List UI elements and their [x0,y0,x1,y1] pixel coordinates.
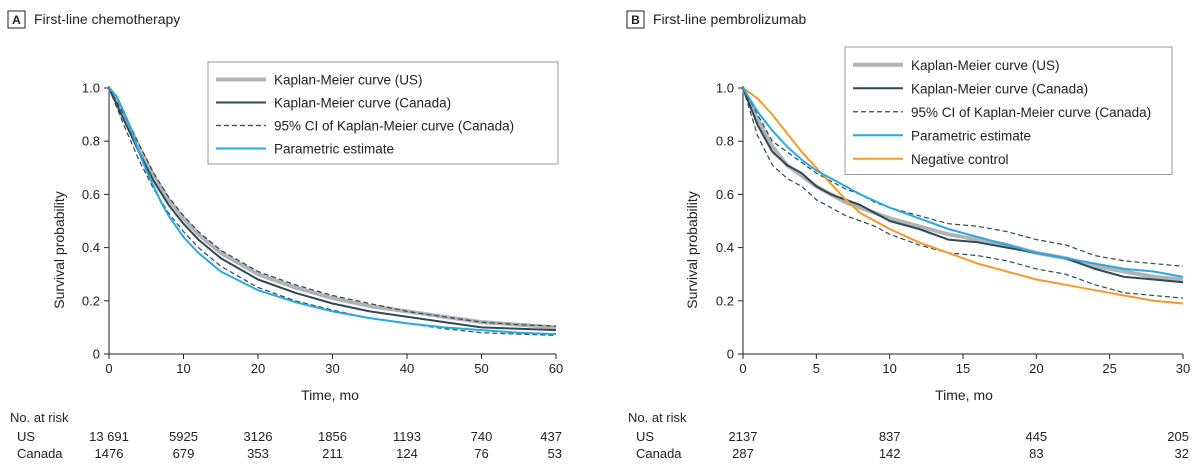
panel-a-risk-value: 740 [471,429,493,444]
panel-a-series-parametric-line [108,87,557,336]
panel-a-risk-header: No. at risk [10,410,69,425]
panel-b-legend: Kaplan-Meier curve (US) Kaplan-Meier curv… [844,46,1173,175]
panel-a-risk-value: 679 [173,446,195,461]
panel-b-legend-box [844,46,1173,175]
panel-b-ylabel: Survival probability [684,191,700,309]
panel-b-risk-row-label: US [636,429,654,444]
panel-b-xlabel: Time, mo [935,387,993,403]
panel-a-risk-value: 13 691 [89,429,129,444]
panel-a-risk-value: 124 [396,446,418,461]
panel-a-risk-value: 1856 [318,429,347,444]
panel-a-legend-label: Kaplan-Meier curve (US) [274,73,423,88]
panel-a-legend-label: Parametric estimate [274,142,394,157]
panel-b-ytick-label: 0 [727,347,734,362]
panel-a: A First-line chemotherapy Survival proba… [7,10,563,461]
panel-a-series-us-line [107,87,557,330]
panel-a-legend: Kaplan-Meier curve (US) Kaplan-Meier curv… [207,61,559,165]
panel-a-xtick-label: 40 [400,361,414,376]
panel-b-legend-label: Negative control [911,152,1009,167]
panel-a-risk-value: 1476 [95,446,124,461]
panel-b-ytick-label: 0.6 [716,187,734,202]
panel-a-legend-box [207,61,559,165]
panel-b-xtick-label: 15 [956,361,970,376]
panel-b-legend-label: Parametric estimate [911,128,1031,143]
panel-b-risk-row-label: Canada [636,446,682,461]
panel-b-ytick-label: 0.2 [716,293,734,308]
panel-b-plot: 0 0.2 0.4 0.6 0.8 1.0 0 5 10 15 20 25 30 [716,81,1190,377]
panel-b-xtick-label: 25 [1102,361,1116,376]
panel-a-ytick-label: 0 [93,347,100,362]
panel-a-xtick-label: 0 [105,361,112,376]
panel-a-ytick-label: 0.8 [82,134,100,149]
panel-b-series-parametric-line [742,87,1184,278]
panel-a-risk-value: 1193 [393,429,421,444]
panel-a-ytick-label: 1.0 [82,81,100,96]
panel-a-title: First-line chemotherapy [34,11,180,27]
panel-a-xtick-label: 50 [474,361,488,376]
panel-b-risk-value: 205 [1167,429,1189,444]
panel-a-risk-table: US 13 691 5925 3126 1856 1193 740 437 Canada 1476… [17,429,562,461]
panel-a-risk-value: 437 [540,429,562,444]
panel-a-xtick-label: 60 [549,361,563,376]
panel-b-series-negative-line [742,87,1184,305]
panel-b-ytick-label: 1.0 [716,81,734,96]
panel-a-legend-label: Kaplan-Meier curve (Canada) [274,96,451,111]
panel-a-series-ci-line [108,87,557,327]
panel-a-legend-label: 95% CI of Kaplan-Meier curve (Canada) [274,119,514,134]
panel-b-ytick-label: 0.8 [716,134,734,149]
panel-a-risk-value: 5925 [169,429,198,444]
panel-a-xlabel: Time, mo [301,387,359,403]
panel-a-series-ci-line [108,87,557,336]
panel-b: B First-line pembrolizumab Survival prob… [626,10,1190,461]
panel-b-xtick-label: 10 [882,361,896,376]
panel-a-xtick-label: 10 [176,361,190,376]
panel-a-ytick-label: 0.2 [82,293,100,308]
panel-b-badge [626,10,645,29]
panel-b-legend-label: Kaplan-Meier curve (US) [911,58,1060,73]
panel-a-ylabel: Survival probability [51,191,67,309]
panel-a-badge [7,10,26,29]
panel-b-risk-value: 287 [732,446,754,461]
panel-b-series-ci-line [742,87,1184,299]
panel-b-xtick-label: 0 [739,361,746,376]
panel-b-legend-label: 95% CI of Kaplan-Meier curve (Canada) [911,105,1151,120]
panel-a-xtick-label: 30 [325,361,339,376]
panel-a-series-canada-line [108,87,557,332]
panel-a-xtick-label: 20 [251,361,265,376]
panel-a-risk-row-label: US [17,429,35,444]
panel-b-xtick-label: 30 [1176,361,1190,376]
panel-b-risk-table: US 2137 837 445 205 Canada 287 142 83 32 [636,429,1189,461]
panel-b-risk-value: 83 [1029,446,1043,461]
panel-b-xtick-label: 5 [813,361,820,376]
panel-a-plot: 0 0.2 0.4 0.6 0.8 1.0 0 10 20 30 40 50 60 [82,81,563,377]
panel-b-legend-label: Kaplan-Meier curve (Canada) [911,81,1088,96]
panel-b-ytick-label: 0.4 [716,240,734,255]
panel-a-risk-row-label: Canada [17,446,63,461]
panel-b-risk-value: 32 [1175,446,1189,461]
panel-b-title: First-line pembrolizumab [653,11,806,27]
panel-b-series-canada-line [742,87,1184,284]
panel-a-risk-value: 53 [548,446,562,461]
panel-a-risk-value: 211 [322,446,343,461]
panel-b-risk-value: 2137 [729,429,758,444]
panel-a-risk-value: 353 [247,446,269,461]
panel-a-risk-value: 3126 [244,429,273,444]
panel-b-xtick-label: 20 [1029,361,1043,376]
panel-b-risk-value: 837 [879,429,901,444]
panel-b-risk-header: No. at risk [628,410,687,425]
panel-a-ytick-label: 0.6 [82,187,100,202]
panel-a-label: A [12,13,21,27]
panel-b-risk-value: 445 [1025,429,1047,444]
panel-a-risk-value: 76 [474,446,488,461]
panel-b-label: B [631,13,640,27]
panel-b-risk-value: 142 [879,446,901,461]
panel-a-ytick-label: 0.4 [82,240,100,255]
